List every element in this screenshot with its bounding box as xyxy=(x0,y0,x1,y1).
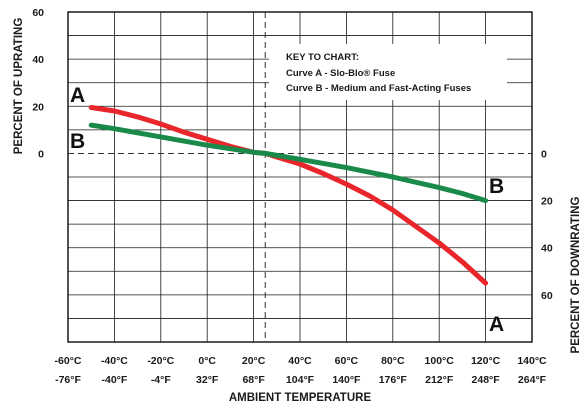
curve-a-end-label: A xyxy=(489,313,504,336)
curves xyxy=(88,105,489,286)
reference-lines xyxy=(68,12,532,342)
x-tick-label-fahrenheit: 140°F xyxy=(332,374,361,386)
x-tick-label-fahrenheit: 32°F xyxy=(196,374,219,386)
x-tick-label-fahrenheit: 68°F xyxy=(242,374,265,386)
chart-key: KEY TO CHART: Curve A - Slo-Blo® Fuse Cu… xyxy=(269,44,507,100)
x-tick-label-celsius: -40°C xyxy=(101,355,128,367)
y-axis-right-title: PERCENT OF DOWNRATING xyxy=(570,196,582,353)
x-tick-label-fahrenheit: 248°F xyxy=(472,374,501,386)
x-tick-label-fahrenheit: 212°F xyxy=(425,374,454,386)
x-axis-title: AMBIENT TEMPERATURE xyxy=(229,392,372,404)
curve-b xyxy=(88,122,489,204)
y-left-tick-label: 60 xyxy=(32,7,44,19)
key-curve-b: Curve B - Medium and Fast-Acting Fuses xyxy=(286,83,471,94)
y-axis-left-title: PERCENT OF UPRATING xyxy=(13,18,25,155)
x-tick-label-celsius: 80°C xyxy=(381,355,405,367)
tick-labels: -60°C -76°F -40°C -40°F -20°C -4°F 0°C 32°F 20°C… xyxy=(32,7,553,386)
y-left-tick-label: 0 xyxy=(38,148,44,160)
y-right-tick-label: 40 xyxy=(541,243,553,255)
y-left-tick-label: 20 xyxy=(32,101,44,113)
key-curve-a: Curve A - Slo-Blo® Fuse xyxy=(286,68,395,79)
key-heading: KEY TO CHART: xyxy=(286,52,359,63)
curve-b-end-label: B xyxy=(489,175,504,198)
x-tick-label-fahrenheit: -4°F xyxy=(151,374,172,386)
key-box xyxy=(269,44,507,100)
y-right-tick-label: 0 xyxy=(541,148,547,160)
x-tick-label-celsius: 20°C xyxy=(242,355,266,367)
x-tick-label-celsius: 140°C xyxy=(517,355,547,367)
y-left-tick-label: 40 xyxy=(32,54,44,66)
x-tick-label-fahrenheit: 176°F xyxy=(379,374,408,386)
x-tick-label-celsius: 120°C xyxy=(471,355,501,367)
x-tick-label-fahrenheit: -76°F xyxy=(55,374,81,386)
y-right-tick-label: 60 xyxy=(541,290,553,302)
x-tick-label-fahrenheit: 264°F xyxy=(518,374,547,386)
curve-b-start-label: B xyxy=(70,130,85,153)
x-tick-label-celsius: 100°C xyxy=(425,355,455,367)
x-tick-label-fahrenheit: -40°F xyxy=(102,374,128,386)
curve-a-start-label: A xyxy=(70,84,85,107)
x-tick-label-celsius: 40°C xyxy=(288,355,312,367)
x-tick-label-celsius: 0°C xyxy=(198,355,216,367)
x-tick-label-celsius: -20°C xyxy=(147,355,174,367)
x-tick-label-fahrenheit: 104°F xyxy=(286,374,315,386)
y-right-tick-label: 20 xyxy=(541,196,553,208)
grid-lines xyxy=(68,12,532,342)
x-tick-label-celsius: 60°C xyxy=(335,355,359,367)
x-tick-label-celsius: -60°C xyxy=(55,355,82,367)
